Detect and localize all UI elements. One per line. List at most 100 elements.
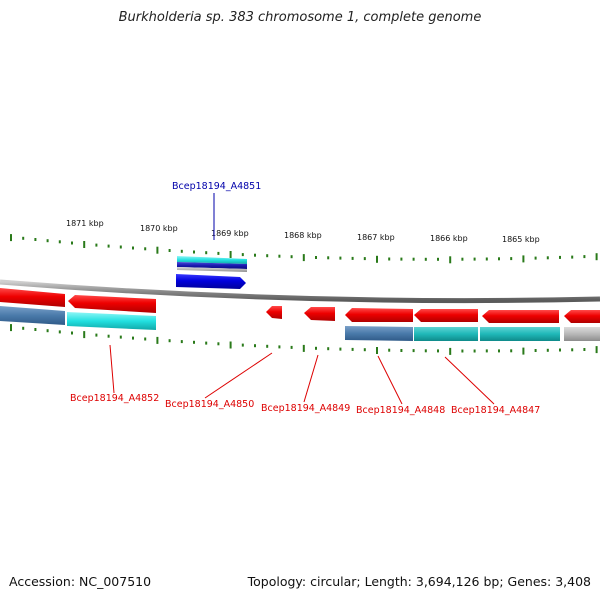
scale-tick-outer-minor [290,255,293,259]
scale-tick-outer-major [449,256,452,264]
leader-line-A4849 [303,354,319,403]
scale-tick-outer-minor [437,257,439,261]
scale-tick-inner-minor [46,329,49,333]
scale-tick-outer-major [229,251,232,258]
scale-tick-inner-minor [315,346,317,350]
scale-tick-outer-minor [534,256,537,260]
scale-tick-outer-minor [510,257,513,261]
scale-tick-outer-minor [217,251,220,255]
scale-tick-inner-minor [144,337,147,341]
gene-label-A4850[interactable]: Bcep18194_A4850 [165,399,254,410]
scale-tick-outer-minor [473,257,476,261]
scale-tick-outer-minor [339,256,342,260]
scale-tick-inner-minor [510,349,513,353]
scale-tick-inner-minor [193,340,195,344]
gene-arrow-Bcep18194_A4849[interactable] [304,307,335,321]
scale-tick-outer-minor [254,253,256,257]
scale-label-1866: 1866 kbp [430,234,468,243]
feature-annotation-teal-next[interactable] [480,327,560,341]
gene-arrow-Bcep18194_A4847[interactable] [414,309,478,322]
leader-line-A4850 [204,352,273,399]
scale-tick-inner-minor [58,330,61,334]
scale-tick-inner-major [229,341,232,349]
scale-tick-inner-minor [266,344,269,348]
scale-tick-outer-major [156,246,159,254]
scale-tick-outer-minor [119,245,122,249]
label-leader-lines [109,193,495,405]
scale-tick-outer-minor [327,256,330,260]
scale-tick-outer-major [595,253,598,261]
gene-label-A4847[interactable]: Bcep18194_A4847 [451,405,540,416]
scale-tick-outer-minor [205,251,208,255]
scale-label-1869: 1869 kbp [211,229,249,238]
gene-label-A4848[interactable]: Bcep18194_A4848 [356,405,445,416]
gene-label-A4851[interactable]: Bcep18194_A4851 [172,181,261,192]
scale-tick-inner-minor [559,348,561,352]
scale-tick-outer-minor [168,249,171,252]
scale-tick-outer-minor [22,236,25,240]
gene-arrow-partial-left[interactable] [0,288,65,307]
scale-tick-inner-minor [217,342,220,346]
feature-annotation-grey-A4851[interactable] [177,267,247,272]
scale-tick-outer-minor [363,257,366,261]
scale-tick-outer-minor [351,256,354,260]
scale-tick-outer-minor [34,238,37,241]
feature-annotation-steel-A4848[interactable] [345,326,413,341]
gene-label-A4852[interactable]: Bcep18194_A4852 [70,393,159,404]
scale-tick-outer-minor [107,244,110,248]
scale-ticks-inner [10,324,598,355]
genome-summary: Topology: circular; Length: 3,694,126 bp… [247,574,591,589]
scale-tick-inner-minor [205,341,208,345]
gene-arrow-Bcep18194_A4848[interactable] [345,308,413,322]
scale-label-1865: 1865 kbp [502,235,540,244]
gene-arrow-next-1[interactable] [482,310,559,323]
scale-tick-outer-minor [144,247,147,251]
scale-ticks-outer [10,234,598,264]
scale-tick-inner-major [376,347,378,354]
scale-tick-outer-minor [266,254,269,258]
reverse-strand-features [0,288,600,341]
scale-tick-outer-minor [461,257,464,261]
gene-arrow-Bcep18194_A4852[interactable] [68,295,156,313]
scale-tick-inner-minor [424,349,427,353]
scale-tick-outer-minor [546,256,549,260]
gene-arrow-next-2[interactable] [564,310,600,323]
gene-arrow-Bcep18194_A4850[interactable] [266,306,282,319]
scale-tick-inner-major [595,346,598,354]
scale-tick-inner-major [302,344,305,352]
scale-tick-outer-minor [583,255,586,259]
feature-annotation-navy-A4851[interactable] [177,262,247,269]
scale-tick-inner-major [83,331,86,339]
scale-tick-inner-minor [180,340,183,344]
scale-tick-inner-minor [485,349,488,353]
scale-tick-inner-minor [95,333,98,337]
scale-tick-outer-major [522,255,525,263]
scale-tick-outer-minor [132,246,134,250]
scale-tick-outer-minor [571,255,574,259]
feature-annotation-cyan-A4851[interactable] [177,256,247,264]
scale-tick-inner-minor [119,335,122,339]
forward-strand-features [176,256,247,289]
feature-annotation-teal-A4847[interactable] [414,327,478,341]
gene-label-A4849[interactable]: Bcep18194_A4849 [261,403,350,414]
feature-annotation-steel-left[interactable] [0,306,65,325]
scale-tick-inner-minor [327,347,330,351]
gene-arrow-Bcep18194_A4851[interactable] [176,274,246,289]
scale-tick-inner-minor [351,347,354,351]
feature-annotation-grey-end[interactable] [564,327,600,341]
scale-tick-inner-minor [571,348,574,352]
scale-label-1870: 1870 kbp [140,224,178,233]
scale-tick-outer-minor [58,240,61,244]
scale-tick-inner-minor [339,347,342,351]
scale-tick-inner-minor [473,349,476,353]
scale-tick-outer-minor [95,243,98,247]
scale-tick-outer-minor [193,250,195,254]
feature-annotation-cyan-A4852[interactable] [67,312,156,330]
scale-tick-inner-minor [107,334,110,338]
scale-tick-inner-minor [534,349,537,352]
leader-line-A4847 [444,356,495,405]
scale-tick-inner-minor [400,349,403,352]
scale-tick-inner-minor [278,345,281,349]
gene-labels: Bcep18194_A4851 Bcep18194_A4852 Bcep1819… [70,181,540,416]
